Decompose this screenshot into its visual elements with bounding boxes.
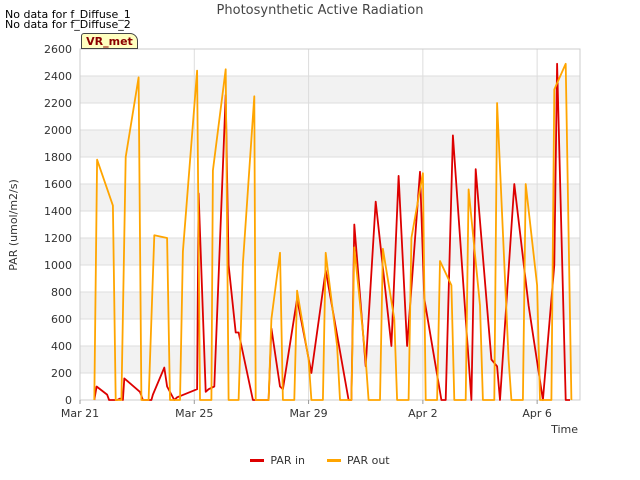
y-tick-label: 200 bbox=[51, 367, 72, 380]
background-band bbox=[80, 76, 580, 103]
x-tick-label: Mar 25 bbox=[175, 407, 213, 420]
x-axis-label: Time bbox=[550, 423, 578, 436]
y-tick-label: 1400 bbox=[44, 205, 72, 218]
y-tick-label: 1600 bbox=[44, 178, 72, 191]
legend-item-par-in: PAR in bbox=[250, 454, 305, 467]
y-axis-label: PAR (umol/m2/s) bbox=[7, 179, 20, 271]
y-tick-label: 800 bbox=[51, 286, 72, 299]
background-band bbox=[80, 184, 580, 211]
legend-swatch-par-out bbox=[327, 459, 341, 462]
legend-item-par-out: PAR out bbox=[327, 454, 390, 467]
y-axis-ticks: 0 200 400 600 800 1000 1200 1400 1600 1800 2000 220… bbox=[44, 43, 72, 407]
y-tick-label: 600 bbox=[51, 313, 72, 326]
y-tick-label: 0 bbox=[65, 394, 72, 407]
y-tick-label: 2200 bbox=[44, 97, 72, 110]
x-axis-ticks: Mar 21 Mar 25 Mar 29 Apr 2 Apr 6 bbox=[61, 400, 552, 420]
legend: PAR in PAR out bbox=[0, 454, 640, 467]
x-tick-label: Mar 21 bbox=[61, 407, 99, 420]
legend-label-par-in: PAR in bbox=[270, 454, 305, 467]
series-line-par-in bbox=[93, 62, 570, 401]
x-tick-label: Apr 6 bbox=[522, 407, 552, 420]
legend-swatch-par-in bbox=[250, 459, 265, 462]
y-tick-label: 2400 bbox=[44, 70, 72, 83]
series-line-par-out bbox=[93, 62, 573, 401]
y-tick-label: 2600 bbox=[44, 43, 72, 56]
y-tick-label: 1000 bbox=[44, 259, 72, 272]
y-tick-label: 1200 bbox=[44, 232, 72, 245]
x-tick-label: Mar 29 bbox=[289, 407, 327, 420]
legend-label-par-out: PAR out bbox=[347, 454, 390, 467]
y-tick-label: 2000 bbox=[44, 124, 72, 137]
x-tick-label: Apr 2 bbox=[408, 407, 438, 420]
chart-title: Photosynthetic Active Radiation bbox=[216, 3, 424, 18]
no-data-note-1: No data for f_Diffuse_1 bbox=[5, 8, 131, 21]
site-tag: VR_met bbox=[81, 33, 138, 49]
y-tick-label: 1800 bbox=[44, 151, 72, 164]
no-data-note-2: No data for f_Diffuse_2 bbox=[5, 18, 131, 31]
plot-frame bbox=[79, 48, 581, 401]
series-lines bbox=[93, 62, 573, 401]
background-band bbox=[80, 346, 580, 373]
y-tick-label: 400 bbox=[51, 340, 72, 353]
background-band bbox=[80, 130, 580, 157]
